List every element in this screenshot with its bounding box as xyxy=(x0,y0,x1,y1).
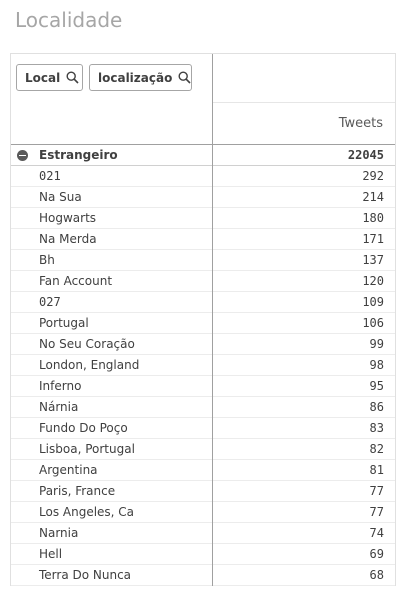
table-row: 021 292 xyxy=(11,166,395,187)
collapse-icon[interactable] xyxy=(17,150,28,161)
table-row: Narnia 74 xyxy=(11,523,395,544)
table-row: Inferno 95 xyxy=(11,376,395,397)
row-label[interactable]: Hogwarts xyxy=(39,211,97,225)
dimension-local-button[interactable]: Local xyxy=(16,64,83,91)
dimension-localizacao-button[interactable]: localização xyxy=(89,64,192,91)
row-label[interactable]: Estrangeiro xyxy=(39,148,118,162)
row-label[interactable]: London, England xyxy=(39,358,140,372)
row-label[interactable]: Bh xyxy=(39,253,55,267)
column-divider xyxy=(212,166,213,187)
row-value: 214 xyxy=(362,190,384,204)
table-row: Fundo Do Poço 83 xyxy=(11,418,395,439)
page-title: Localidade xyxy=(15,8,123,32)
search-icon[interactable] xyxy=(66,71,79,84)
row-value: 137 xyxy=(362,253,384,267)
row-label[interactable]: Nárnia xyxy=(39,400,79,414)
column-divider xyxy=(212,523,213,544)
table-row: Na Merda 171 xyxy=(11,229,395,250)
row-label[interactable]: No Seu Coração xyxy=(39,337,135,351)
column-divider xyxy=(212,544,213,565)
row-value: 120 xyxy=(362,274,384,288)
column-divider xyxy=(212,418,213,439)
row-value: 82 xyxy=(369,442,384,456)
column-divider xyxy=(212,502,213,523)
table-row: Na Sua 214 xyxy=(11,187,395,208)
table-row: Hell 69 xyxy=(11,544,395,565)
row-label[interactable]: Paris, France xyxy=(39,484,116,498)
column-divider xyxy=(212,187,213,208)
row-value: 81 xyxy=(369,463,384,477)
table-row: Portugal 106 xyxy=(11,313,395,334)
row-label[interactable]: Fan Account xyxy=(39,274,113,288)
row-label[interactable]: 027 xyxy=(39,295,61,309)
row-label[interactable]: Portugal xyxy=(39,316,89,330)
pivot-table: Local localização Tweets Estrangeiro 220… xyxy=(10,53,396,586)
column-divider xyxy=(212,334,213,355)
table-row: London, England 98 xyxy=(11,355,395,376)
row-value: 109 xyxy=(362,295,384,309)
column-divider xyxy=(212,145,213,166)
measure-header-top xyxy=(213,54,395,103)
column-divider xyxy=(212,460,213,481)
dimension-localizacao-label: localização xyxy=(98,70,173,85)
row-value: 69 xyxy=(369,547,384,561)
column-divider xyxy=(212,229,213,250)
row-value: 180 xyxy=(362,211,384,225)
column-divider xyxy=(212,250,213,271)
table-row: Los Angeles, Ca 77 xyxy=(11,502,395,523)
row-value: 77 xyxy=(369,484,384,498)
row-label[interactable]: Na Merda xyxy=(39,232,97,246)
dimension-local-label: Local xyxy=(25,70,61,85)
column-divider xyxy=(212,355,213,376)
row-value: 22045 xyxy=(347,148,384,162)
table-row: Lisboa, Portugal 82 xyxy=(11,439,395,460)
row-value: 99 xyxy=(369,337,384,351)
table-row: Hogwarts 180 xyxy=(11,208,395,229)
column-divider xyxy=(212,292,213,313)
column-divider xyxy=(212,208,213,229)
search-icon[interactable] xyxy=(178,71,191,84)
row-label[interactable]: Lisboa, Portugal xyxy=(39,442,135,456)
row-label[interactable]: Na Sua xyxy=(39,190,82,204)
measure-header: Tweets xyxy=(213,54,395,144)
column-divider xyxy=(212,271,213,292)
row-value: 74 xyxy=(369,526,384,540)
row-label[interactable]: Terra Do Nunca xyxy=(39,568,132,582)
column-divider xyxy=(212,565,213,586)
table-row: 027 109 xyxy=(11,292,395,313)
column-divider xyxy=(212,397,213,418)
row-label[interactable]: Narnia xyxy=(39,526,79,540)
table-row: Paris, France 77 xyxy=(11,481,395,502)
row-value: 68 xyxy=(369,568,384,582)
table-header: Local localização Tweets xyxy=(11,54,395,145)
row-label[interactable]: Los Angeles, Ca xyxy=(39,505,135,519)
row-label[interactable]: Hell xyxy=(39,547,63,561)
dimension-header: Local localização xyxy=(11,54,213,144)
table-row: No Seu Coração 99 xyxy=(11,334,395,355)
table-row: Argentina 81 xyxy=(11,460,395,481)
row-label[interactable]: Fundo Do Poço xyxy=(39,421,128,435)
table-row: Bh 137 xyxy=(11,250,395,271)
table-row: Fan Account 120 xyxy=(11,271,395,292)
row-label[interactable]: Inferno xyxy=(39,379,82,393)
row-value: 106 xyxy=(362,316,384,330)
measure-label-tweets[interactable]: Tweets xyxy=(338,116,383,131)
table-row: Nárnia 86 xyxy=(11,397,395,418)
column-divider xyxy=(212,313,213,334)
row-value: 83 xyxy=(369,421,384,435)
row-value: 171 xyxy=(362,232,384,246)
table-row-total: Estrangeiro 22045 xyxy=(11,145,395,166)
column-divider xyxy=(212,481,213,502)
column-divider xyxy=(212,439,213,460)
row-value: 292 xyxy=(362,169,384,183)
table-row: Terra Do Nunca 68 xyxy=(11,565,395,586)
row-value: 77 xyxy=(369,505,384,519)
row-value: 98 xyxy=(369,358,384,372)
table-body: Estrangeiro 22045 021 292 Na Sua 214 Hogwart… xyxy=(11,145,395,586)
column-divider xyxy=(212,376,213,397)
row-value: 95 xyxy=(369,379,384,393)
row-label[interactable]: 021 xyxy=(39,169,61,183)
row-value: 86 xyxy=(369,400,384,414)
row-label[interactable]: Argentina xyxy=(39,463,98,477)
